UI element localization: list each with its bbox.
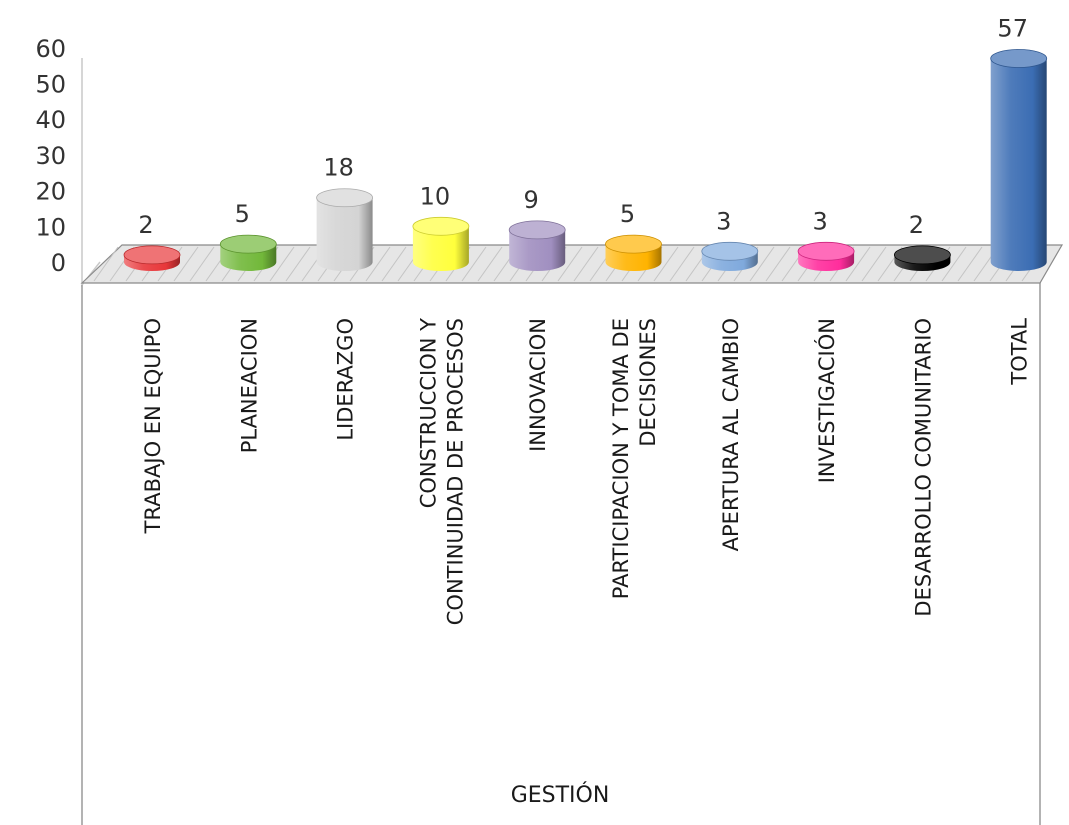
floor-hatch — [845, 246, 871, 282]
data-label: 3 — [812, 207, 827, 235]
y-tick-label: 0 — [51, 249, 66, 277]
y-axis: 0 10 20 30 40 50 60 — [35, 35, 66, 277]
bar-top — [701, 241, 759, 261]
bar-top — [412, 216, 470, 236]
floor-hatch — [461, 246, 487, 282]
x-axis-title: GESTIÓN — [511, 782, 610, 808]
y-tick-label: 60 — [35, 35, 66, 63]
floor-hatch — [285, 246, 311, 282]
data-label: 10 — [420, 182, 451, 210]
floor-hatch — [381, 246, 407, 282]
floor-hatch — [93, 246, 119, 282]
category-label: INNOVACION — [526, 318, 550, 452]
floor-hatch — [557, 246, 583, 282]
floor-hatch — [941, 246, 967, 282]
data-label: 3 — [716, 207, 731, 235]
floor-hatch — [477, 246, 503, 282]
category-label: PARTICIPACION Y TOMA DE — [609, 318, 633, 599]
category-label: CONTINUIDAD DE PROCESOS — [443, 318, 467, 625]
y-tick-label: 20 — [35, 178, 66, 206]
floor-hatch — [173, 246, 199, 282]
data-label: 18 — [323, 154, 354, 182]
floor-hatch — [269, 246, 295, 282]
bars: 2 5 18 10 9 5 3 3 2 57 — [123, 15, 1048, 271]
bar-top — [123, 245, 181, 265]
back-wall-left — [81, 58, 101, 288]
category-label: LIDERAZGO — [334, 318, 358, 441]
category-label: INVESTIGACIÓN — [814, 318, 839, 483]
data-label: 57 — [997, 15, 1028, 43]
bar-top — [219, 234, 277, 254]
floor-hatch — [749, 246, 775, 282]
category-label: TRABAJO EN EQUIPO — [141, 318, 165, 534]
category-label: TOTAL — [1008, 318, 1032, 386]
y-tick-label: 30 — [35, 142, 66, 170]
category-label: DESARROLLO COMUNITARIO — [911, 318, 935, 617]
floor-hatch — [365, 246, 391, 282]
bar-body — [316, 197, 373, 271]
floor-hatch — [861, 246, 887, 282]
bar-body — [990, 58, 1047, 271]
bar-top — [797, 241, 855, 261]
data-label: 5 — [620, 200, 635, 228]
floor-hatch — [957, 246, 983, 282]
floor-hatch — [653, 246, 679, 282]
floor-hatch — [765, 246, 791, 282]
y-tick-label: 50 — [35, 71, 66, 99]
floor-hatch — [189, 246, 215, 282]
data-label: 2 — [138, 211, 153, 239]
data-label: 2 — [909, 211, 924, 239]
category-label: APERTURA AL CAMBIO — [719, 318, 743, 551]
bar-top — [990, 49, 1048, 68]
category-label: PLANEACION — [237, 318, 261, 453]
y-tick-label: 40 — [35, 106, 66, 134]
bar-top — [894, 245, 951, 265]
category-label: DECISIONES — [636, 318, 660, 447]
y-tick-label: 10 — [35, 213, 66, 241]
floor-hatch — [669, 246, 695, 282]
category-label: CONSTRUCCION Y — [416, 318, 440, 508]
bar-top — [605, 234, 662, 254]
data-label: 9 — [524, 186, 539, 214]
floor-hatch — [573, 246, 599, 282]
data-label: 5 — [235, 200, 250, 228]
category-labels: TRABAJO EN EQUIPO PLANEACION LIDERAZGO CONS… — [141, 318, 1032, 626]
bar-body — [412, 226, 469, 271]
bar-top — [316, 188, 374, 208]
bar-top — [508, 220, 566, 240]
bar-body — [509, 229, 566, 271]
